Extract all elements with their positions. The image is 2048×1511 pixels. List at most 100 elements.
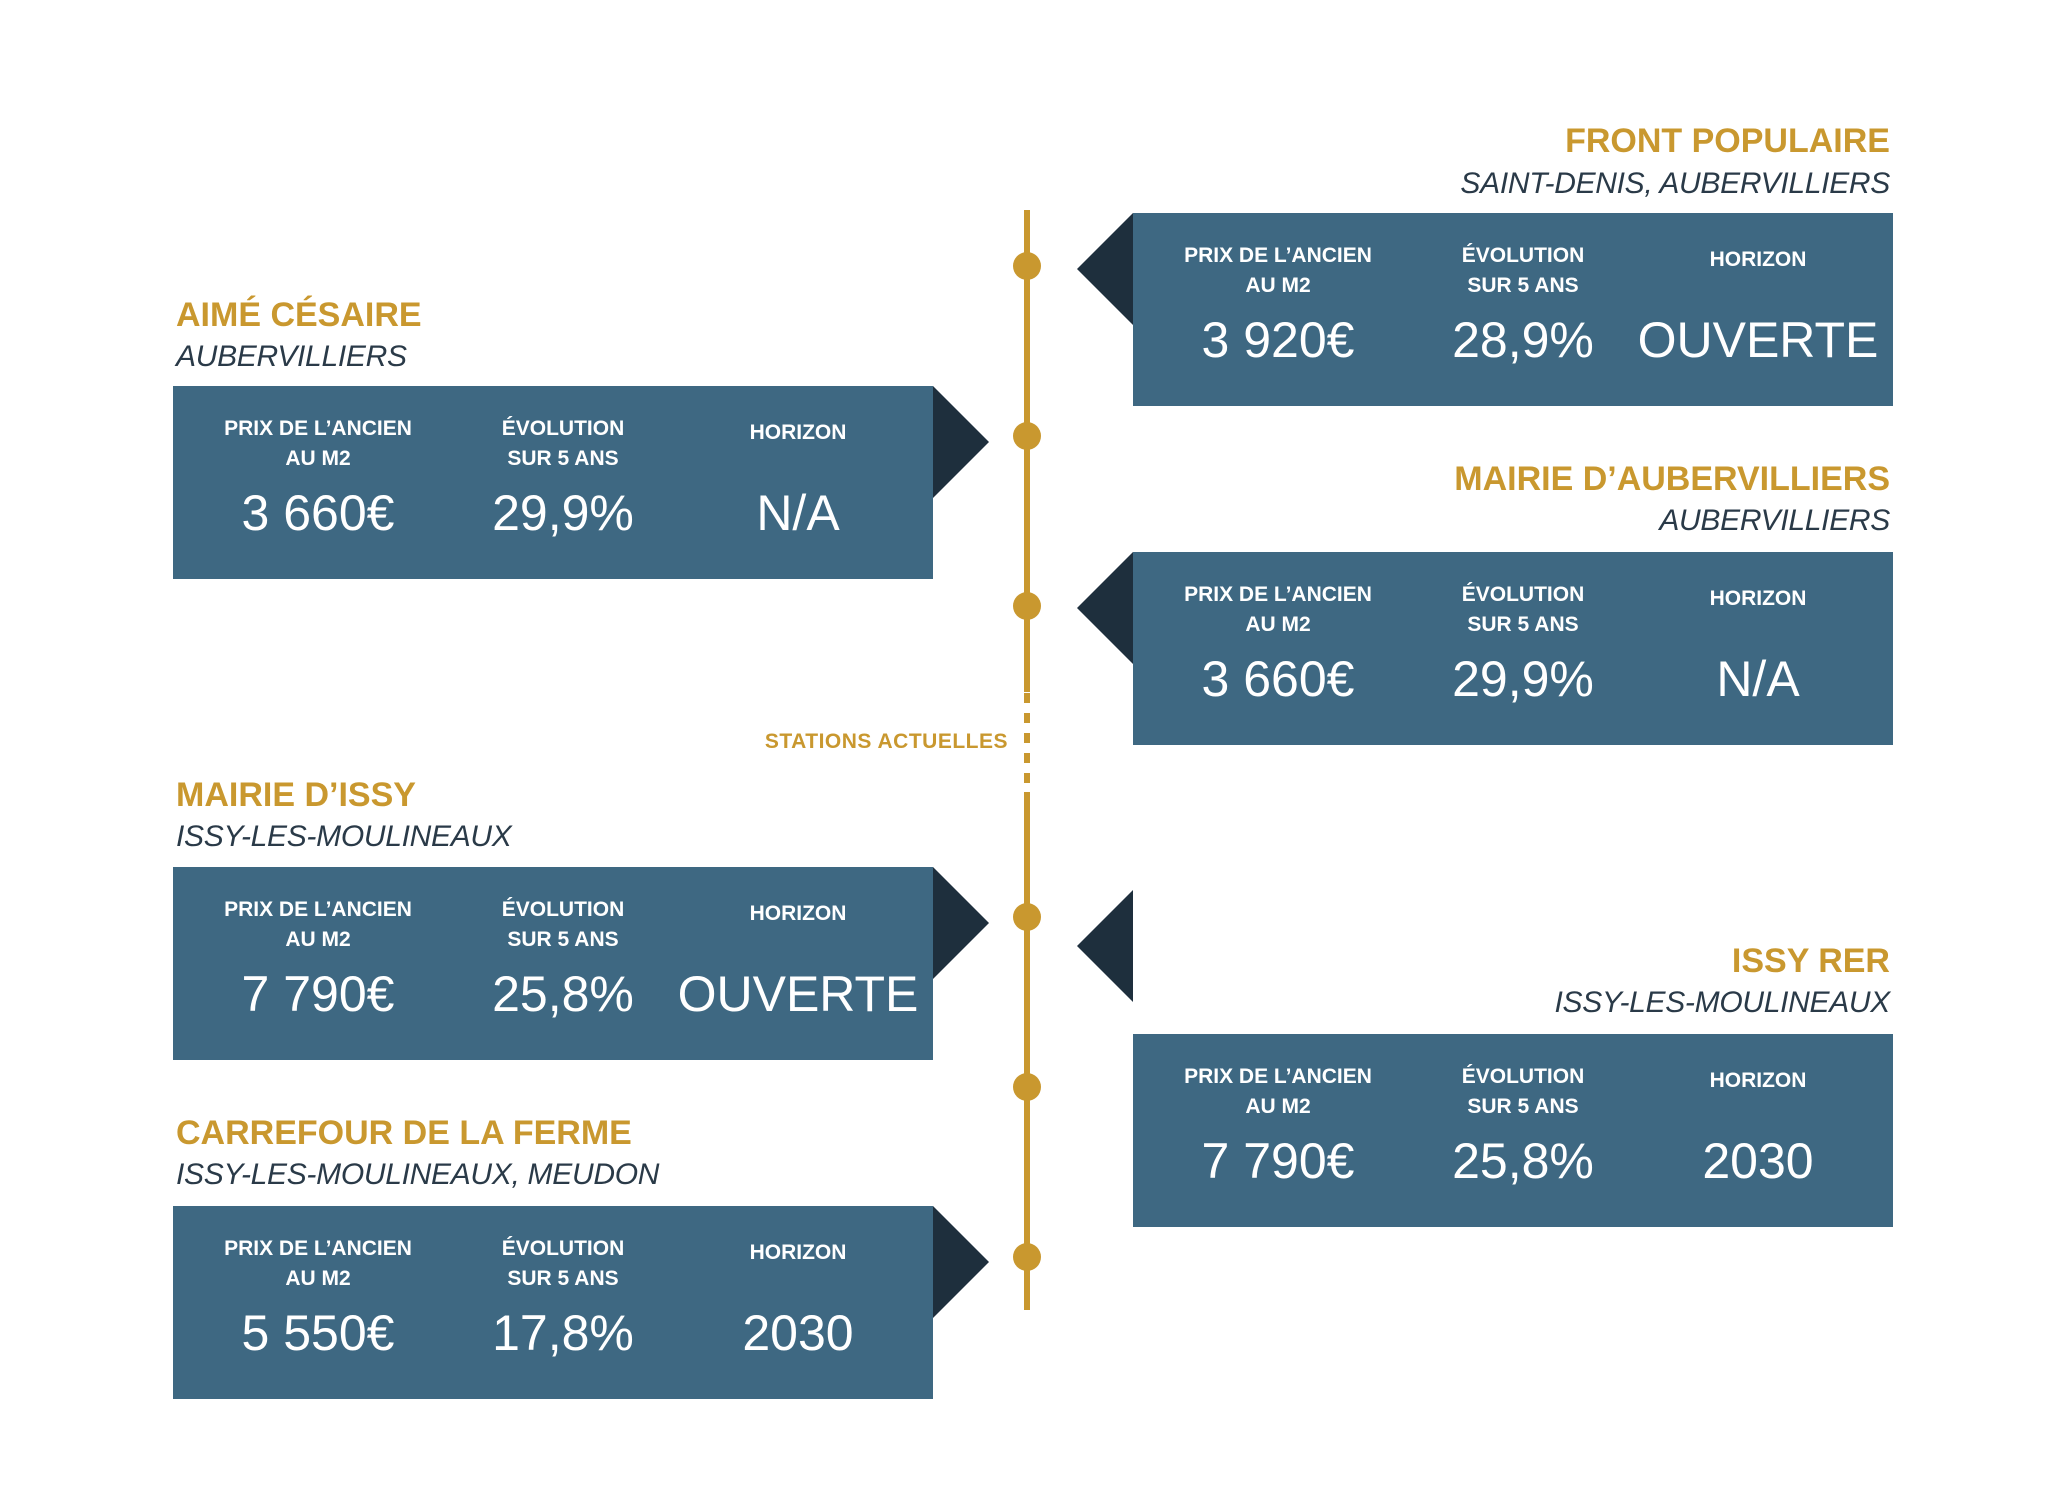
price-column: PRIX DE L’ANCIEN AU M2 7 790€ xyxy=(193,867,443,1060)
timeline-dot xyxy=(1013,592,1041,620)
horizon-value: OUVERTE xyxy=(1637,312,1879,368)
evolution-label-line1: ÉVOLUTION xyxy=(501,898,625,921)
pointer-arrow xyxy=(1077,213,1133,325)
price-label-line2: AU M2 xyxy=(285,928,351,951)
horizon-value: 2030 xyxy=(1702,1133,1814,1189)
pointer-arrow xyxy=(1077,552,1133,664)
station-name: ISSY RER xyxy=(1731,942,1890,980)
evolution-label: ÉVOLUTION SUR 5 ANS xyxy=(1398,1062,1648,1122)
evolution-value: 28,9% xyxy=(1452,312,1594,368)
evolution-column: ÉVOLUTION SUR 5 ANS 29,9% xyxy=(438,386,688,579)
evolution-label: ÉVOLUTION SUR 5 ANS xyxy=(438,1234,688,1294)
horizon-label: HORIZON xyxy=(749,902,847,925)
evolution-column: ÉVOLUTION SUR 5 ANS 28,9% xyxy=(1398,213,1648,406)
price-label-line2: AU M2 xyxy=(285,1267,351,1290)
price-label: PRIX DE L’ANCIEN AU M2 xyxy=(1153,241,1403,301)
pointer-arrow xyxy=(933,1206,989,1318)
timeline-dot xyxy=(1013,252,1041,280)
evolution-label-line2: SUR 5 ANS xyxy=(1467,1095,1579,1118)
timeline-line-lower xyxy=(1024,792,1030,1310)
horizon-value: N/A xyxy=(756,485,840,541)
timeline-dot xyxy=(1013,1073,1041,1101)
price-column: PRIX DE L’ANCIEN AU M2 7 790€ xyxy=(1153,1034,1403,1227)
evolution-label: ÉVOLUTION SUR 5 ANS xyxy=(1398,580,1648,640)
price-column: PRIX DE L’ANCIEN AU M2 3 920€ xyxy=(1153,213,1403,406)
horizon-column: HORIZON N/A xyxy=(1633,552,1883,745)
price-label-line1: PRIX DE L’ANCIEN xyxy=(1184,583,1372,606)
horizon-column: HORIZON N/A xyxy=(673,386,923,579)
price-value: 5 550€ xyxy=(241,1305,395,1361)
horizon-label: HORIZON xyxy=(1709,1069,1807,1092)
stations-actuelles-label: STATIONS ACTUELLES xyxy=(764,730,1008,753)
evolution-column: ÉVOLUTION SUR 5 ANS 25,8% xyxy=(438,867,688,1060)
evolution-label-line2: SUR 5 ANS xyxy=(507,447,619,470)
evolution-column: ÉVOLUTION SUR 5 ANS 25,8% xyxy=(1398,1034,1648,1227)
horizon-value: N/A xyxy=(1716,651,1800,707)
price-column: PRIX DE L’ANCIEN AU M2 5 550€ xyxy=(193,1206,443,1399)
evolution-column: ÉVOLUTION SUR 5 ANS 17,8% xyxy=(438,1206,688,1399)
station-commune: AUBERVILLIERS xyxy=(1659,504,1890,537)
station-card: PRIX DE L’ANCIEN AU M2 3 920€ ÉVOLUTION SU… xyxy=(1133,213,1893,406)
station-card: PRIX DE L’ANCIEN AU M2 3 660€ ÉVOLUTION SU… xyxy=(1133,552,1893,745)
station-commune: ISSY-LES-MOULINEAUX xyxy=(1554,986,1891,1019)
timeline-dotted-segment xyxy=(1024,693,1030,789)
evolution-label-line2: SUR 5 ANS xyxy=(507,1267,619,1290)
station-commune: ISSY-LES-MOULINEAUX, MEUDON xyxy=(176,1158,660,1191)
evolution-value: 29,9% xyxy=(1452,651,1594,707)
evolution-value: 17,8% xyxy=(492,1305,634,1361)
horizon-column: HORIZON 2030 xyxy=(1633,1034,1883,1227)
price-label: PRIX DE L’ANCIEN AU M2 xyxy=(1153,1062,1403,1122)
price-label-line1: PRIX DE L’ANCIEN xyxy=(1184,1065,1372,1088)
price-label-line2: AU M2 xyxy=(1245,1095,1311,1118)
station-commune: AUBERVILLIERS xyxy=(176,340,407,373)
station-name: MAIRIE D’AUBERVILLIERS xyxy=(1454,460,1890,498)
price-label-line2: AU M2 xyxy=(1245,274,1311,297)
price-value: 3 660€ xyxy=(241,485,395,541)
price-label: PRIX DE L’ANCIEN AU M2 xyxy=(193,1234,443,1294)
station-commune: ISSY-LES-MOULINEAUX xyxy=(176,820,512,853)
horizon-label: HORIZON xyxy=(749,421,847,444)
station-card: PRIX DE L’ANCIEN AU M2 7 790€ ÉVOLUTION SU… xyxy=(173,867,933,1060)
station-card: PRIX DE L’ANCIEN AU M2 7 790€ ÉVOLUTION SU… xyxy=(1133,1034,1893,1227)
evolution-label-line2: SUR 5 ANS xyxy=(1467,274,1579,297)
price-label-line1: PRIX DE L’ANCIEN xyxy=(224,1237,412,1260)
evolution-value: 25,8% xyxy=(492,966,634,1022)
timeline-dot xyxy=(1013,422,1041,450)
price-label-line2: AU M2 xyxy=(285,447,351,470)
horizon-column: HORIZON 2030 xyxy=(673,1206,923,1399)
horizon-column: HORIZON OUVERTE xyxy=(673,867,923,1060)
price-label: PRIX DE L’ANCIEN AU M2 xyxy=(193,414,443,474)
price-column: PRIX DE L’ANCIEN AU M2 3 660€ xyxy=(1153,552,1403,745)
horizon-value: 2030 xyxy=(742,1305,854,1361)
price-value: 7 790€ xyxy=(241,966,395,1022)
evolution-label-line1: ÉVOLUTION xyxy=(501,1237,625,1260)
timeline-dot xyxy=(1013,903,1041,931)
pointer-arrow xyxy=(1077,890,1133,1002)
evolution-label-line2: SUR 5 ANS xyxy=(507,928,619,951)
horizon-label: HORIZON xyxy=(1709,248,1807,271)
station-card: PRIX DE L’ANCIEN AU M2 5 550€ ÉVOLUTION SU… xyxy=(173,1206,933,1399)
station-name: FRONT POPULAIRE xyxy=(1565,122,1890,160)
timeline-dot xyxy=(1013,1243,1041,1271)
horizon-column: HORIZON OUVERTE xyxy=(1633,213,1883,406)
pointer-arrow xyxy=(933,386,989,498)
evolution-value: 29,9% xyxy=(492,485,634,541)
price-label-line1: PRIX DE L’ANCIEN xyxy=(1184,244,1372,267)
station-name: CARREFOUR DE LA FERME xyxy=(176,1114,632,1152)
price-label-line1: PRIX DE L’ANCIEN xyxy=(224,417,412,440)
horizon-label: HORIZON xyxy=(1709,587,1807,610)
evolution-label: ÉVOLUTION SUR 5 ANS xyxy=(1398,241,1648,301)
evolution-label: ÉVOLUTION SUR 5 ANS xyxy=(438,414,688,474)
price-label-line1: PRIX DE L’ANCIEN xyxy=(224,898,412,921)
price-value: 7 790€ xyxy=(1201,1133,1355,1189)
evolution-label-line1: ÉVOLUTION xyxy=(1461,244,1585,267)
pointer-arrow xyxy=(933,867,989,979)
evolution-column: ÉVOLUTION SUR 5 ANS 29,9% xyxy=(1398,552,1648,745)
price-label: PRIX DE L’ANCIEN AU M2 xyxy=(193,895,443,955)
price-label: PRIX DE L’ANCIEN AU M2 xyxy=(1153,580,1403,640)
evolution-label-line1: ÉVOLUTION xyxy=(1461,1065,1585,1088)
station-card: PRIX DE L’ANCIEN AU M2 3 660€ ÉVOLUTION SU… xyxy=(173,386,933,579)
evolution-label-line1: ÉVOLUTION xyxy=(1461,583,1585,606)
evolution-label: ÉVOLUTION SUR 5 ANS xyxy=(438,895,688,955)
horizon-value: OUVERTE xyxy=(677,966,919,1022)
